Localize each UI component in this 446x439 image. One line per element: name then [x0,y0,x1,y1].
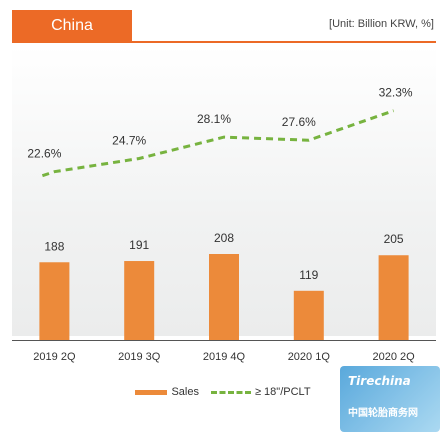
x-tick-label-1: 2019 3Q [118,351,161,363]
legend-label-pclt: ≥ 18"/PCLT [254,386,311,398]
legend-item-sales: Sales [135,386,199,398]
bar-value-label-2: 208 [214,231,234,245]
bar-value-label-3: 119 [299,268,318,282]
legend-swatch-pclt [210,390,251,394]
watermark-logo-text: Tirechina [348,374,411,388]
bar-4 [378,255,409,340]
bar-value-label-4: 205 [384,232,404,246]
x-tick-label-3: 2020 1Q [288,351,331,363]
watermark-logo: Tirechina 中国轮胎商务网 [340,366,440,432]
x-tick-label-0: 2019 2Q [33,351,76,363]
unit-label: [Unit: Billion KRW, %] [329,18,434,30]
chart-legend: Sales ≥ 18"/PCLT [0,383,446,401]
x-axis-baseline [12,340,436,341]
region-tab[interactable]: China [12,10,132,41]
bar-2 [209,254,239,340]
line-value-label-1: 24.7% [112,133,146,147]
x-tick-label-2: 2019 4Q [203,351,246,363]
legend-item-pclt: ≥ 18"/PCLT [210,386,311,398]
line-value-label-2: 28.1% [197,112,231,126]
tab-underline [12,41,436,43]
line-value-label-3: 27.6% [282,115,316,129]
bar-0 [39,262,70,340]
bar-value-label-0: 188 [44,239,64,253]
line-value-label-0: 22.6% [27,147,61,161]
x-tick-label-4: 2020 2Q [372,351,415,363]
legend-swatch-sales [135,389,168,395]
bar-value-label-1: 191 [129,238,149,252]
bar-3 [293,290,324,340]
bar-1 [124,261,155,340]
legend-label-sales: Sales [171,386,199,398]
line-value-label-4: 32.3% [379,86,413,100]
watermark-subtitle: 中国轮胎商务网 [348,408,418,419]
